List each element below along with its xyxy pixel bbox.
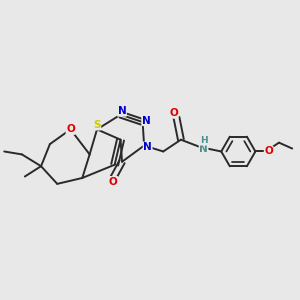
Text: O: O xyxy=(109,176,118,187)
Text: O: O xyxy=(264,146,273,157)
Text: H: H xyxy=(200,136,207,145)
Text: N: N xyxy=(199,144,208,154)
Text: O: O xyxy=(169,108,178,118)
Text: N: N xyxy=(142,116,151,126)
Text: N: N xyxy=(143,142,152,152)
Text: N: N xyxy=(118,106,126,116)
Text: O: O xyxy=(66,124,75,134)
Text: S: S xyxy=(93,120,101,130)
